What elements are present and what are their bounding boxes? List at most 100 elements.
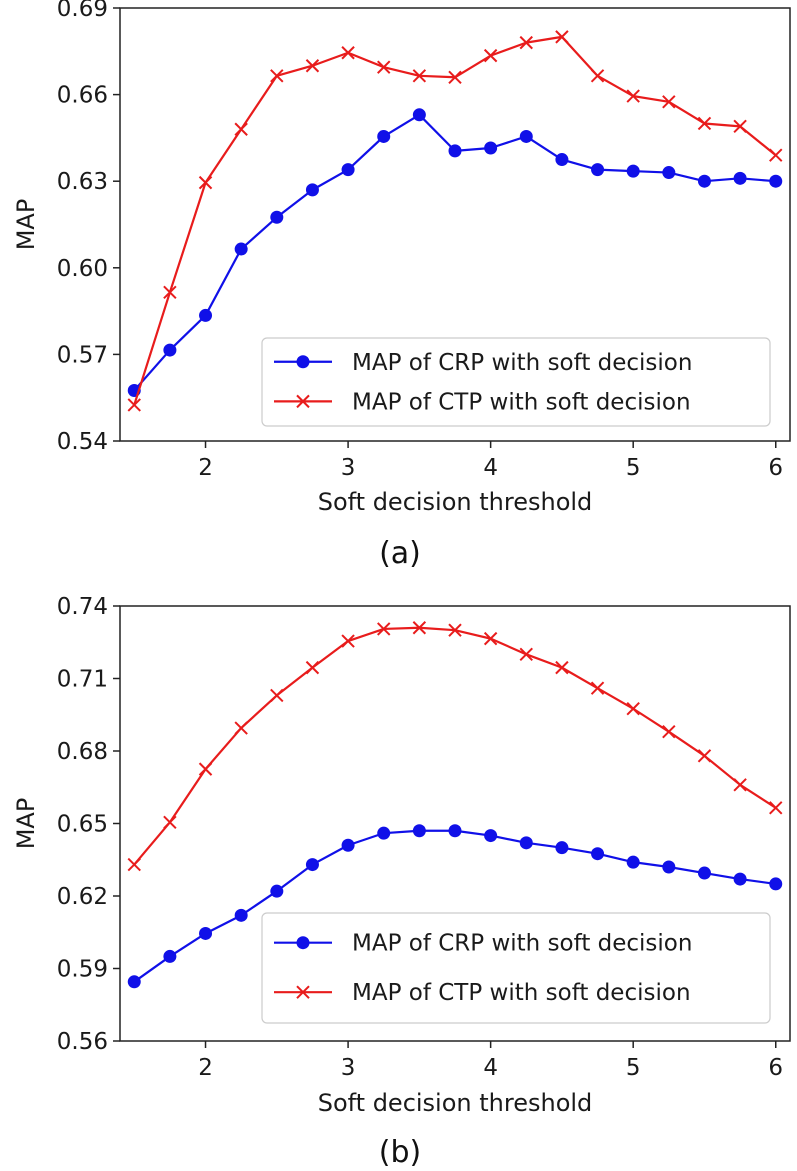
- x-axis-label: Soft decision threshold: [318, 1089, 593, 1117]
- y-axis-label: MAP: [12, 798, 40, 850]
- data-point-crp: [412, 824, 426, 838]
- data-point-crp: [591, 163, 605, 177]
- data-point-crp: [305, 858, 319, 872]
- y-tick-label: 0.59: [57, 957, 108, 983]
- data-point-crp: [519, 836, 533, 850]
- x-axis-label: Soft decision threshold: [318, 488, 593, 516]
- legend: MAP of CRP with soft decision MAP of CTP …: [261, 337, 771, 427]
- data-point-crp: [127, 975, 141, 989]
- data-point-crp: [270, 210, 284, 224]
- data-point-crp: [484, 141, 498, 155]
- legend-marker-crp: [296, 355, 310, 369]
- data-point-ctp: [341, 46, 355, 60]
- data-point-ctp: [270, 69, 284, 83]
- data-point-crp: [769, 877, 783, 891]
- data-point-crp: [234, 242, 248, 256]
- data-point-crp: [234, 908, 248, 922]
- data-point-ctp: [697, 116, 712, 131]
- data-point-crp: [448, 144, 462, 158]
- y-tick-label: 0.60: [57, 256, 108, 282]
- panel-caption: (b): [379, 1135, 421, 1170]
- data-point-crp: [341, 163, 355, 177]
- legend-marker-ctp: [296, 394, 310, 409]
- chart-panel-b: 0.56 0.59 0.62 0.65 0.68 0.71 0.74 2 3 4 5 6 Soft de…: [12, 594, 791, 1170]
- data-point-crp: [377, 826, 391, 840]
- data-point-crp: [484, 829, 498, 843]
- x-tick-label: 3: [341, 1055, 356, 1081]
- data-point-ctp: [234, 721, 248, 735]
- data-point-crp: [662, 860, 676, 874]
- data-point-crp: [519, 129, 533, 143]
- plot-frame: [119, 7, 791, 442]
- panel-caption: (a): [379, 536, 421, 571]
- data-point-ctp: [626, 702, 640, 716]
- data-point-ctp: [270, 688, 284, 703]
- y-tick-label: 0.71: [57, 667, 108, 693]
- data-point-crp: [448, 824, 462, 838]
- x-tick-label: 5: [626, 455, 641, 481]
- data-point-ctp: [127, 398, 141, 412]
- data-point-ctp: [234, 122, 248, 136]
- data-point-crp: [662, 166, 676, 180]
- data-point-ctp: [377, 622, 391, 636]
- y-tick-label: 0.65: [57, 812, 108, 838]
- data-point-ctp: [769, 801, 783, 815]
- y-tick-label: 0.56: [57, 1029, 108, 1055]
- legend-box: [261, 912, 771, 1024]
- data-point-crp: [412, 108, 426, 122]
- data-point-ctp: [662, 95, 676, 109]
- data-point-ctp: [519, 35, 533, 50]
- y-tick-label: 0.63: [57, 169, 108, 195]
- data-point-crp: [733, 171, 747, 185]
- data-point-ctp: [483, 48, 498, 63]
- data-point-ctp: [127, 857, 141, 872]
- data-point-crp: [769, 174, 783, 188]
- legend-marker-crp: [296, 936, 310, 950]
- data-point-crp: [697, 866, 711, 880]
- y-tick-label: 0.62: [57, 884, 108, 910]
- y-tick-label: 0.68: [57, 739, 108, 765]
- data-point-crp: [626, 855, 640, 869]
- x-tick-label: 6: [768, 1055, 783, 1081]
- x-tick-label: 2: [198, 1055, 213, 1081]
- legend-marker-ctp: [296, 985, 310, 999]
- x-tick-label: 5: [626, 1055, 641, 1081]
- data-point-crp: [305, 183, 319, 197]
- data-point-ctp: [555, 30, 569, 44]
- data-point-ctp: [697, 749, 712, 763]
- data-point-ctp: [377, 60, 391, 74]
- data-point-ctp: [198, 762, 213, 776]
- data-point-ctp: [163, 285, 177, 300]
- data-point-crp: [591, 847, 605, 861]
- data-point-ctp: [305, 660, 320, 675]
- y-axis-label: MAP: [12, 199, 40, 251]
- y-tick-label: 0.69: [57, 0, 108, 22]
- data-point-ctp: [733, 119, 747, 134]
- data-point-crp: [555, 153, 569, 167]
- data-point-crp: [199, 926, 213, 940]
- data-point-ctp: [590, 681, 605, 695]
- x-tick-label: 6: [768, 455, 783, 481]
- data-point-ctp: [305, 59, 320, 73]
- data-point-ctp: [590, 69, 605, 83]
- data-point-crp: [341, 838, 355, 852]
- data-point-ctp: [555, 660, 569, 675]
- legend-label: MAP of CTP with soft decision: [352, 389, 691, 415]
- data-point-ctp: [341, 634, 355, 648]
- data-point-crp: [270, 884, 284, 898]
- data-point-ctp: [198, 175, 213, 190]
- data-point-crp: [199, 308, 213, 322]
- data-point-crp: [163, 949, 177, 963]
- legend-box: [261, 337, 771, 427]
- data-point-crp: [555, 841, 569, 855]
- data-point-crp: [377, 129, 391, 143]
- data-point-crp: [733, 872, 747, 886]
- data-point-ctp: [662, 724, 676, 739]
- data-point-ctp: [769, 148, 783, 162]
- x-tick-label: 2: [198, 455, 213, 481]
- legend-label: MAP of CRP with soft decision: [352, 931, 692, 957]
- legend: MAP of CRP with soft decision MAP of CTP …: [261, 912, 771, 1024]
- y-tick-label: 0.54: [57, 429, 108, 455]
- legend-label: MAP of CRP with soft decision: [352, 350, 692, 376]
